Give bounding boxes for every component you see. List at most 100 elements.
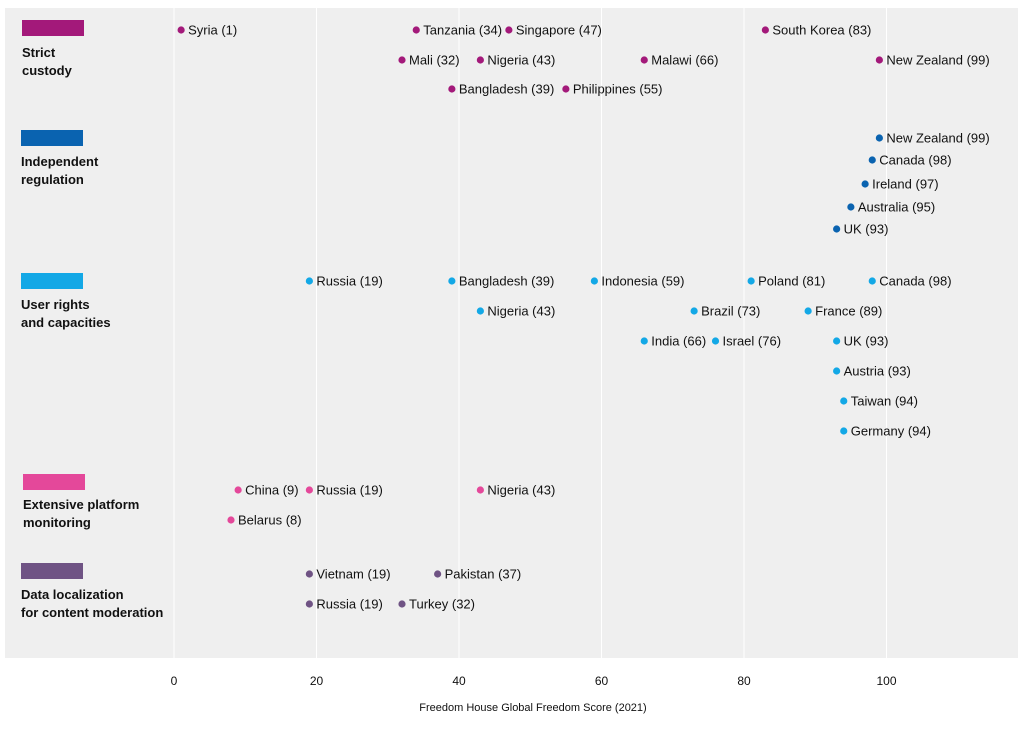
data-point-label-2-0-4: Canada (98) xyxy=(879,274,951,289)
data-point-label-0-1-0: Mali (32) xyxy=(409,53,460,68)
data-point-label-2-1-1: Brazil (73) xyxy=(701,304,760,319)
data-point-1-1-0 xyxy=(868,156,876,164)
data-point-3-0-1 xyxy=(305,486,313,494)
data-point-2-0-0 xyxy=(305,277,313,285)
data-point-label-0-0-0: Syria (1) xyxy=(188,23,237,38)
category-label-0-0: Strict xyxy=(22,45,56,60)
data-point-label-2-4-0: Taiwan (94) xyxy=(851,394,918,409)
data-point-0-0-1 xyxy=(412,26,420,34)
data-point-2-5-0 xyxy=(840,427,848,435)
data-point-label-0-2-1: Philippines (55) xyxy=(573,82,663,97)
data-point-1-2-0 xyxy=(861,180,869,188)
category-label-1-1: regulation xyxy=(21,172,84,187)
data-point-1-3-0 xyxy=(847,203,855,211)
data-point-label-2-0-3: Poland (81) xyxy=(758,274,825,289)
data-point-4-0-0 xyxy=(305,570,313,578)
data-point-label-4-0-1: Pakistan (37) xyxy=(445,567,522,582)
data-point-2-0-1 xyxy=(448,277,456,285)
data-point-4-1-1 xyxy=(398,600,406,608)
data-point-0-2-0 xyxy=(448,85,456,93)
category-label-2-0: User rights xyxy=(21,297,90,312)
data-point-2-1-2 xyxy=(804,307,812,315)
data-point-label-3-1-0: Belarus (8) xyxy=(238,513,302,528)
x-tick-label-100: 100 xyxy=(876,674,896,688)
data-point-0-0-2 xyxy=(505,26,513,34)
data-point-label-0-2-0: Bangladesh (39) xyxy=(459,82,554,97)
category-label-0-1: custody xyxy=(22,63,73,78)
data-point-4-0-1 xyxy=(434,570,442,578)
category-swatch-2 xyxy=(21,273,83,289)
data-point-2-2-0 xyxy=(640,337,648,345)
data-point-label-2-0-0: Russia (19) xyxy=(316,274,382,289)
data-point-label-2-1-0: Nigeria (43) xyxy=(487,304,555,319)
data-point-0-1-2 xyxy=(640,56,648,64)
data-point-0-0-0 xyxy=(177,26,185,34)
data-point-0-2-1 xyxy=(562,85,570,93)
data-point-label-1-2-0: Ireland (97) xyxy=(872,177,938,192)
category-legend: Strict custody Independent regulation User r… xyxy=(21,20,163,620)
data-point-2-3-0 xyxy=(833,367,841,375)
data-point-label-2-1-2: France (89) xyxy=(815,304,882,319)
data-point-0-0-3 xyxy=(761,26,769,34)
data-point-2-0-3 xyxy=(747,277,755,285)
data-point-label-1-1-0: Canada (98) xyxy=(879,153,951,168)
data-point-0-1-0 xyxy=(398,56,406,64)
data-point-label-2-2-2: UK (93) xyxy=(844,334,889,349)
data-points: Syria (1) Tanzania (34) Singapore (47) Sout… xyxy=(177,23,990,612)
data-point-0-1-3 xyxy=(875,56,883,64)
x-axis-title: Freedom House Global Freedom Score (2021… xyxy=(419,702,646,714)
data-point-3-0-2 xyxy=(476,486,484,494)
data-point-0-1-1 xyxy=(476,56,484,64)
category-label-4-0: Data localization xyxy=(21,587,124,602)
data-point-2-2-2 xyxy=(833,337,841,345)
x-tick-label-40: 40 xyxy=(452,674,466,688)
data-point-label-4-1-0: Russia (19) xyxy=(316,597,382,612)
x-tick-label-80: 80 xyxy=(737,674,751,688)
x-tick-label-60: 60 xyxy=(595,674,609,688)
data-point-label-1-4-0: UK (93) xyxy=(844,222,889,237)
data-point-2-1-1 xyxy=(690,307,698,315)
data-point-label-2-2-0: India (66) xyxy=(651,334,706,349)
category-label-3-1: monitoring xyxy=(23,515,91,530)
data-point-label-3-0-1: Russia (19) xyxy=(316,483,382,498)
category-label-1-0: Independent xyxy=(21,154,99,169)
data-point-label-0-1-2: Malawi (66) xyxy=(651,53,718,68)
data-point-2-1-0 xyxy=(476,307,484,315)
data-point-1-0-0 xyxy=(875,134,883,142)
category-label-2-1: and capacities xyxy=(21,315,111,330)
category-label-3-0: Extensive platform xyxy=(23,497,139,512)
data-point-label-2-0-1: Bangladesh (39) xyxy=(459,274,554,289)
x-tick-label-20: 20 xyxy=(310,674,324,688)
data-point-3-1-0 xyxy=(227,516,235,524)
data-point-label-4-1-1: Turkey (32) xyxy=(409,597,475,612)
data-point-label-4-0-0: Vietnam (19) xyxy=(316,567,390,582)
data-point-label-3-0-0: China (9) xyxy=(245,483,298,498)
data-point-2-0-2 xyxy=(590,277,598,285)
data-point-label-2-0-2: Indonesia (59) xyxy=(601,274,684,289)
category-label-4-1: for content moderation xyxy=(21,605,163,620)
data-point-label-0-0-1: Tanzania (34) xyxy=(423,23,502,38)
data-point-2-4-0 xyxy=(840,397,848,405)
data-point-2-0-4 xyxy=(868,277,876,285)
data-point-label-0-0-2: Singapore (47) xyxy=(516,23,602,38)
data-point-4-1-0 xyxy=(305,600,313,608)
data-point-2-2-1 xyxy=(711,337,720,345)
grid-lines xyxy=(173,8,887,658)
data-point-label-2-5-0: Germany (94) xyxy=(851,424,931,439)
data-point-label-2-3-0: Austria (93) xyxy=(844,364,911,379)
category-swatch-1 xyxy=(21,130,83,146)
data-point-3-0-0 xyxy=(234,486,242,494)
data-point-label-3-0-2: Nigeria (43) xyxy=(487,483,555,498)
category-swatch-4 xyxy=(21,563,83,579)
data-point-1-4-0 xyxy=(833,225,841,233)
data-point-label-1-0-0: New Zealand (99) xyxy=(886,131,989,146)
data-point-label-0-1-1: Nigeria (43) xyxy=(487,53,555,68)
category-swatch-0 xyxy=(22,20,84,36)
data-point-label-1-3-0: Australia (95) xyxy=(858,200,935,215)
data-point-label-2-2-1: Israel (76) xyxy=(723,334,782,349)
data-point-label-0-0-3: South Korea (83) xyxy=(772,23,871,38)
x-axis: 0 20 40 60 80 100 xyxy=(171,674,897,688)
x-tick-label-0: 0 xyxy=(171,674,178,688)
